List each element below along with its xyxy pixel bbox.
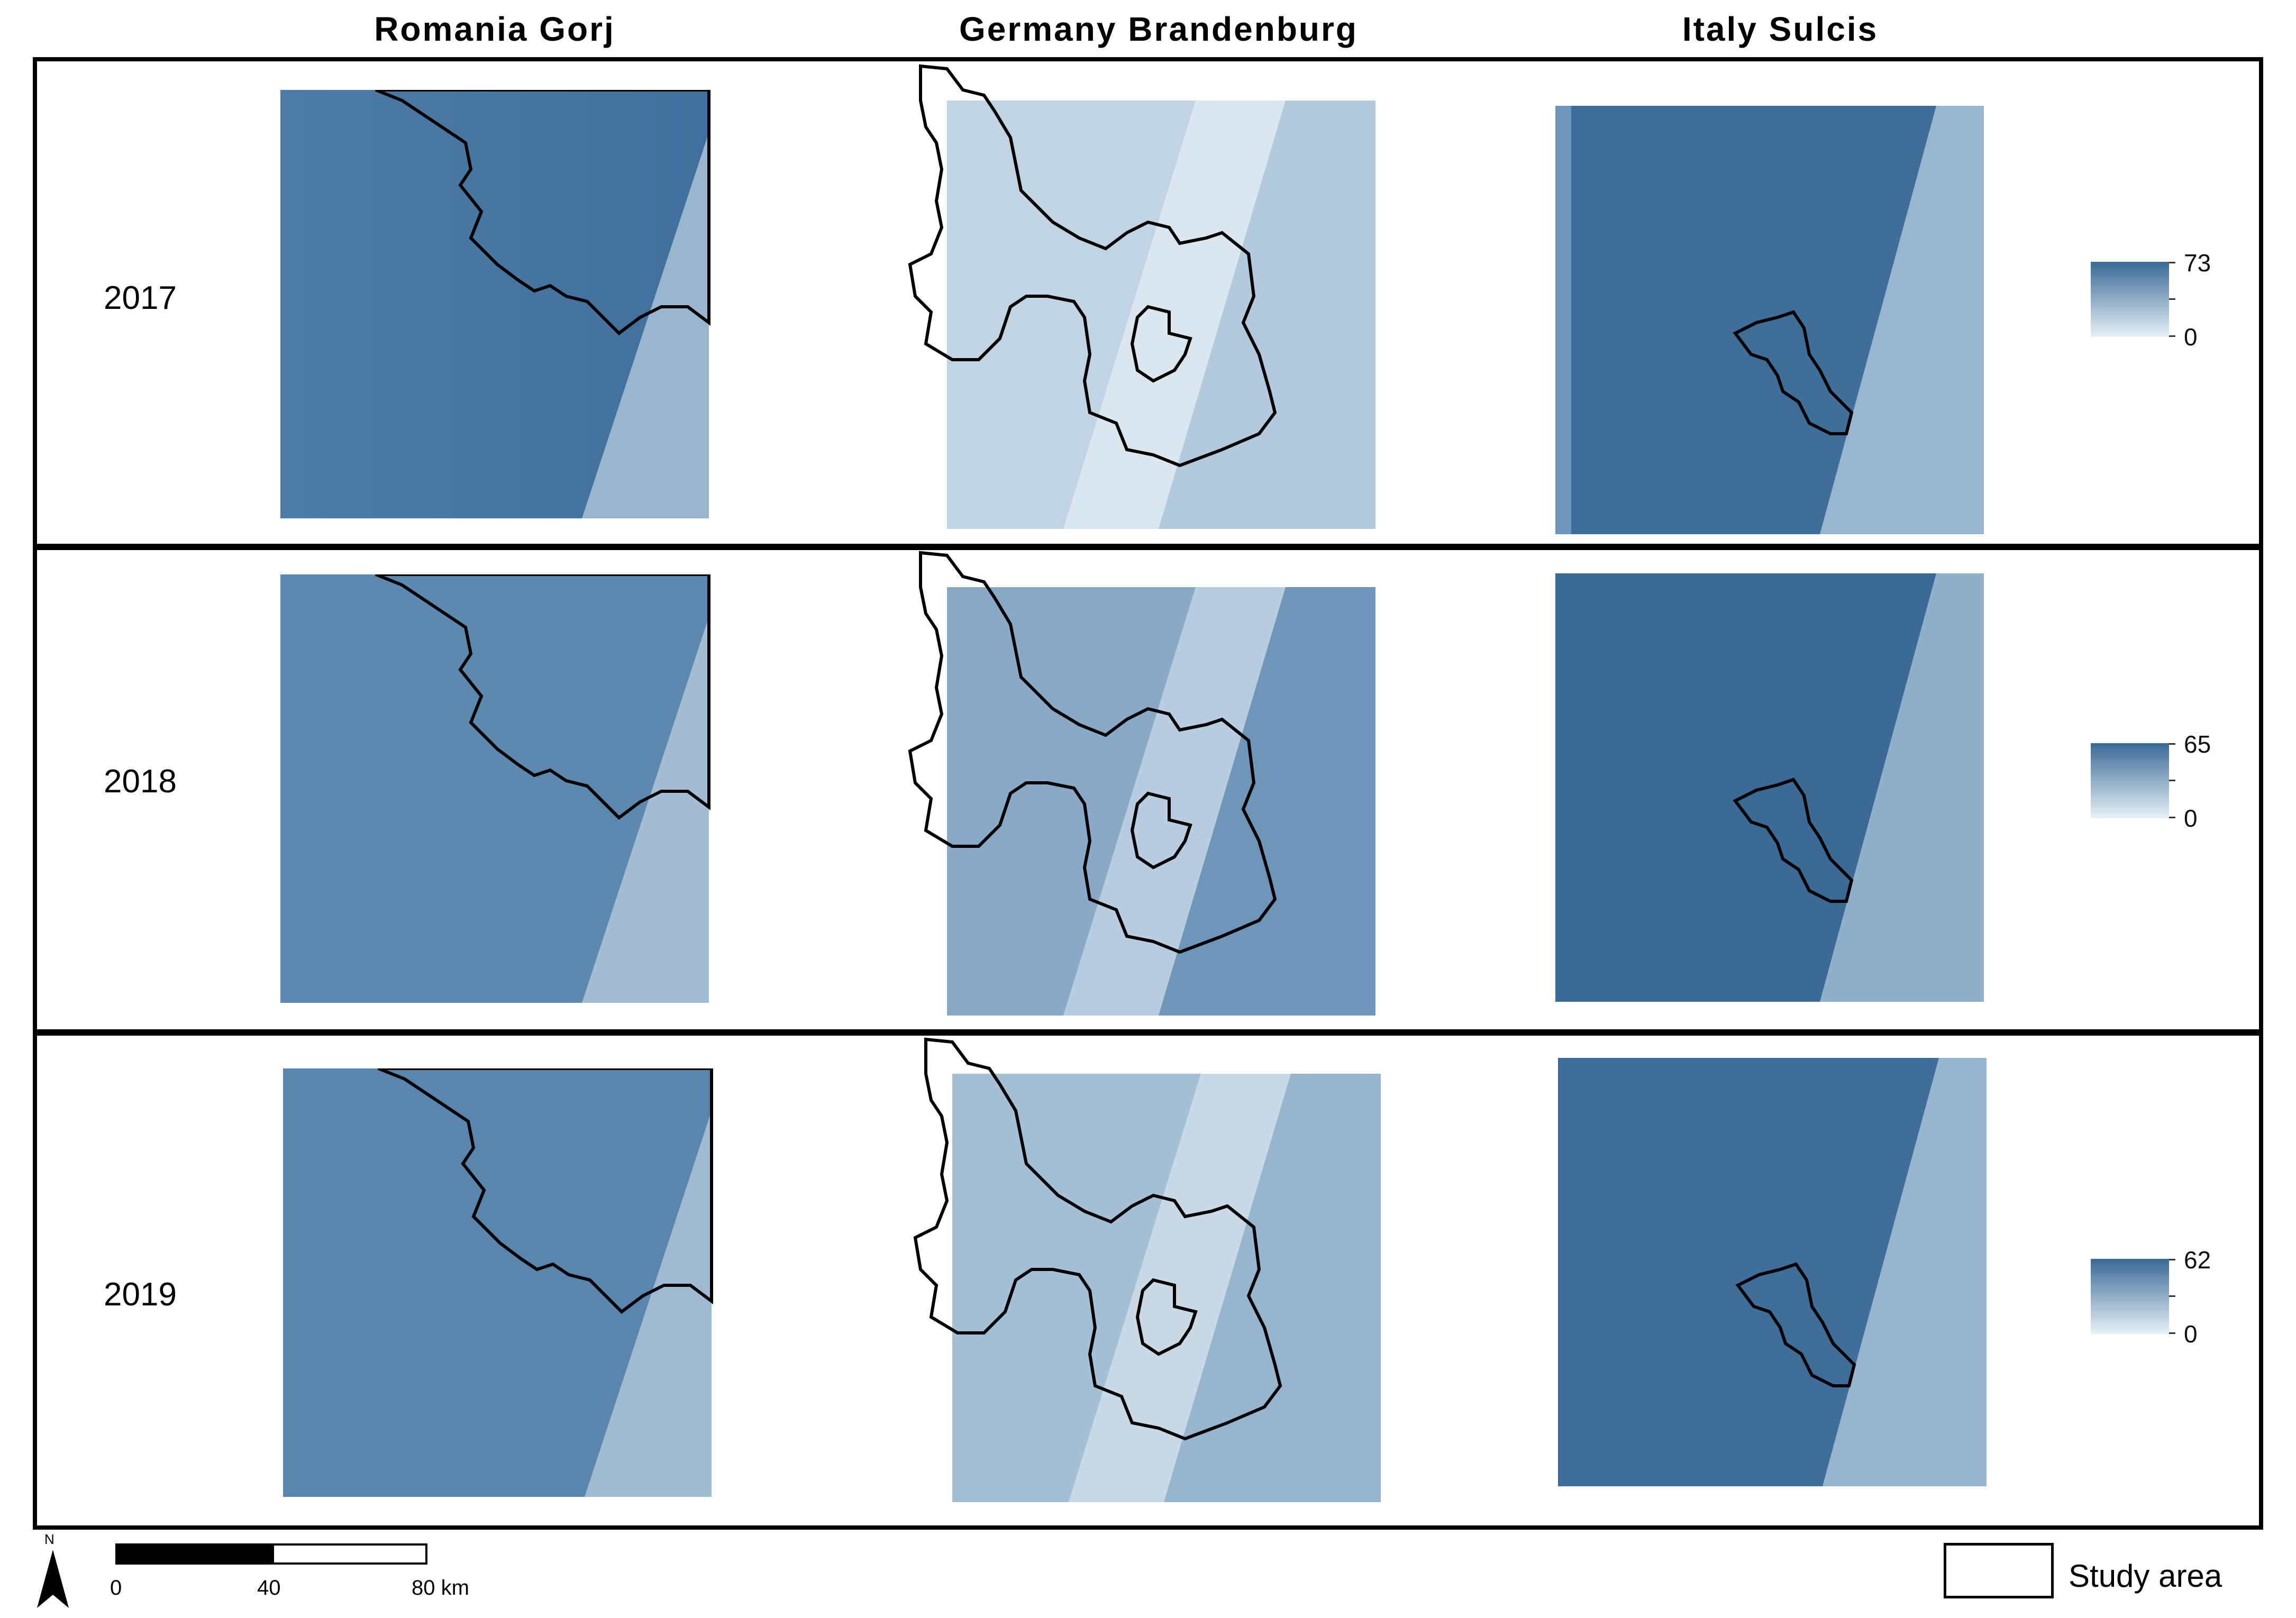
- boundary-germany-outer: [913, 1037, 1282, 1441]
- north-label: N: [44, 1531, 54, 1547]
- column-title-italy: Italy Sulcis: [1682, 10, 1879, 48]
- boundary-italy: [1733, 778, 1854, 903]
- column-title-germany: Germany Brandenburg: [959, 10, 1359, 48]
- legend-bar-2017: [2091, 262, 2175, 337]
- legend-max-2017: 73: [2184, 249, 2211, 277]
- map-romania-2017: [280, 90, 710, 518]
- boundary-germany-inner: [1130, 305, 1192, 383]
- map-italy-2018: [1555, 573, 1984, 1002]
- scale-bar: 0 40 80 km: [110, 1543, 469, 1599]
- column-title-romania: Romania Gorj: [374, 10, 615, 48]
- scale-label-80: 80 km: [412, 1576, 469, 1599]
- boundary-italy: [1735, 1262, 1856, 1387]
- legend-max-2019: 62: [2184, 1246, 2211, 1274]
- map-romania-2019: [283, 1068, 713, 1497]
- boundary-italy: [1733, 310, 1854, 435]
- boundary-romania: [377, 1068, 713, 1314]
- boundary-germany-outer: [908, 64, 1277, 468]
- map-germany-2019: [913, 1037, 1381, 1502]
- legend-max-2018: 65: [2184, 730, 2211, 758]
- study-area-swatch: [1944, 1543, 2054, 1598]
- boundary-germany-outer: [908, 551, 1277, 954]
- year-label-2019: 2019: [104, 1276, 177, 1313]
- scale-label-0: 0: [110, 1576, 122, 1599]
- map-romania-2018: [280, 574, 710, 1003]
- legend-min-2019: 0: [2184, 1320, 2198, 1348]
- boundary-germany-inner: [1130, 791, 1192, 870]
- year-label-2018: 2018: [104, 763, 177, 800]
- row-frame-2019: [33, 1031, 2263, 1530]
- year-label-2017: 2017: [104, 280, 177, 316]
- map-germany-2017: [908, 64, 1375, 529]
- boundary-romania: [375, 574, 710, 820]
- map-germany-2018: [908, 551, 1375, 1016]
- legend-min-2017: 0: [2184, 323, 2198, 351]
- boundary-germany-inner: [1135, 1278, 1198, 1356]
- scale-label-40: 40: [257, 1576, 281, 1599]
- study-area-label: Study area: [2069, 1558, 2222, 1594]
- map-italy-2019: [1558, 1058, 1987, 1486]
- legend-bar-2019: [2091, 1259, 2175, 1334]
- map-italy-2017: [1555, 106, 1984, 534]
- north-arrow-icon: N: [32, 1531, 74, 1611]
- legend-bar-2018: [2091, 743, 2175, 818]
- legend-min-2018: 0: [2184, 805, 2198, 832]
- boundary-romania: [375, 90, 710, 335]
